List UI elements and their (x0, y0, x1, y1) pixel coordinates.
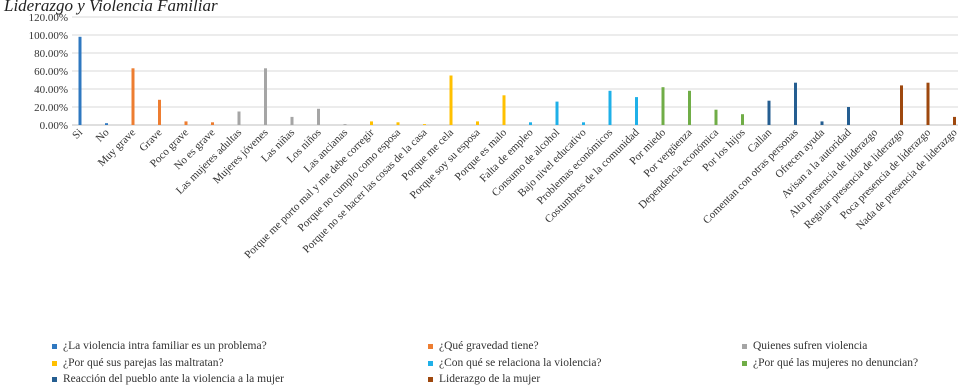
legend-label: ¿La violencia intra familiar es un probl… (63, 340, 267, 352)
bar (688, 90, 691, 125)
bar (953, 116, 956, 125)
y-tick-label: 60.00% (34, 66, 68, 78)
legend-swatch (52, 344, 57, 349)
legend-swatch (742, 361, 747, 366)
bar (847, 107, 850, 125)
bar (105, 123, 108, 125)
legend-label: ¿Con qué se relaciona la violencia? (439, 357, 602, 369)
bar (529, 122, 532, 125)
chart-title: Liderazgo y Violencia Familiar (3, 0, 218, 15)
legend-swatch (428, 377, 433, 382)
bar (555, 101, 559, 125)
bar (714, 109, 718, 125)
bar (317, 108, 320, 125)
legend-label: ¿Por qué sus parejas las maltratan? (63, 357, 224, 369)
bar (794, 82, 797, 125)
bar (158, 99, 161, 125)
bar (582, 122, 585, 125)
x-tick-label: Si (70, 127, 85, 142)
bar (290, 116, 294, 125)
legend-label: Reacción del pueblo ante la violencia a … (63, 373, 284, 385)
bar (741, 114, 744, 125)
legend-swatch (742, 344, 747, 349)
bar (211, 122, 214, 125)
bar (396, 122, 400, 125)
x-tick-label: No (94, 126, 112, 144)
bar (608, 90, 612, 125)
bar (476, 121, 479, 125)
y-tick-label: 80.00% (34, 48, 68, 60)
y-tick-label: 40.00% (34, 84, 68, 96)
bar (926, 82, 930, 125)
bar (449, 75, 453, 125)
bar (502, 95, 506, 125)
bar (78, 36, 82, 125)
legend-label: ¿Qué gravedad tiene? (439, 340, 539, 352)
bar (661, 87, 665, 125)
legend-swatch (52, 361, 57, 366)
legend-label: ¿Por qué las mujeres no denuncian? (753, 357, 918, 369)
legend-label: Quienes sufren violencia (753, 340, 867, 352)
y-tick-label: 120.00% (29, 12, 68, 24)
legend-label: Liderazgo de la mujer (439, 373, 540, 385)
bar (131, 68, 135, 125)
legend-swatch (428, 361, 433, 366)
bar (370, 121, 373, 125)
y-tick-label: 20.00% (34, 102, 68, 114)
bar (900, 85, 903, 125)
bar (767, 100, 771, 125)
y-tick-label: 100.00% (29, 30, 68, 42)
legend-swatch (428, 344, 433, 349)
bar (820, 121, 824, 125)
bar (423, 124, 426, 125)
bar (264, 68, 267, 125)
bar (237, 111, 241, 125)
bar (184, 121, 188, 125)
bar (343, 124, 347, 125)
bar (635, 97, 638, 125)
y-tick-label: 0.00% (40, 120, 68, 132)
legend-swatch (52, 377, 57, 382)
